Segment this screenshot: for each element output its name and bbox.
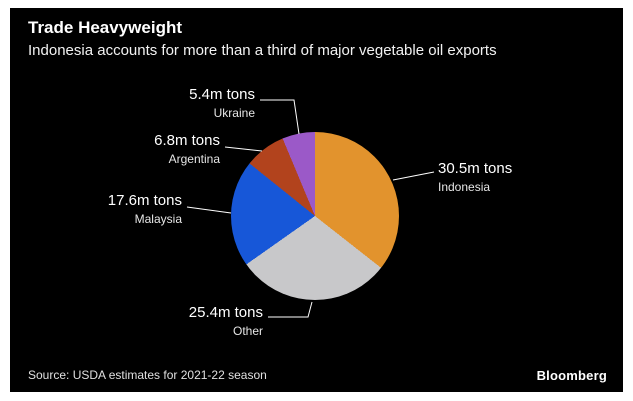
label-argentina-country: Argentina [168, 151, 220, 166]
source-note: Source: USDA estimates for 2021-22 seaso… [28, 368, 267, 382]
label-argentina: 6.8m tons Argentina [105, 132, 220, 167]
chart-panel: Trade Heavyweight Indonesia accounts for… [10, 8, 623, 392]
leader-line-other [268, 301, 313, 318]
leader-line-ukraine [260, 99, 300, 135]
label-indonesia: 30.5m tons Indonesia [438, 160, 512, 195]
chart-title: Trade Heavyweight [28, 18, 183, 37]
label-ukraine: 5.4m tons Ukraine [140, 86, 255, 121]
label-ukraine-country: Ukraine [213, 105, 255, 120]
label-malaysia-value: 17.6m tons [107, 192, 182, 209]
label-malaysia-country: Malaysia [134, 211, 182, 226]
pie-chart [231, 132, 399, 300]
leader-line-argentina [224, 146, 263, 152]
label-indonesia-country: Indonesia [438, 179, 491, 194]
bloomberg-logo: Bloomberg [536, 368, 607, 383]
leader-line-malaysia [186, 206, 232, 214]
label-argentina-value: 6.8m tons [154, 132, 220, 149]
label-other-country: Other [232, 323, 263, 338]
leader-line-indonesia [392, 171, 435, 181]
label-ukraine-value: 5.4m tons [189, 86, 255, 103]
label-indonesia-value: 30.5m tons [438, 160, 513, 177]
label-malaysia: 17.6m tons Malaysia [67, 192, 182, 227]
label-other: 25.4m tons Other [148, 304, 263, 339]
chart-subtitle: Indonesia accounts for more than a third… [28, 42, 497, 59]
label-other-value: 25.4m tons [188, 304, 263, 321]
